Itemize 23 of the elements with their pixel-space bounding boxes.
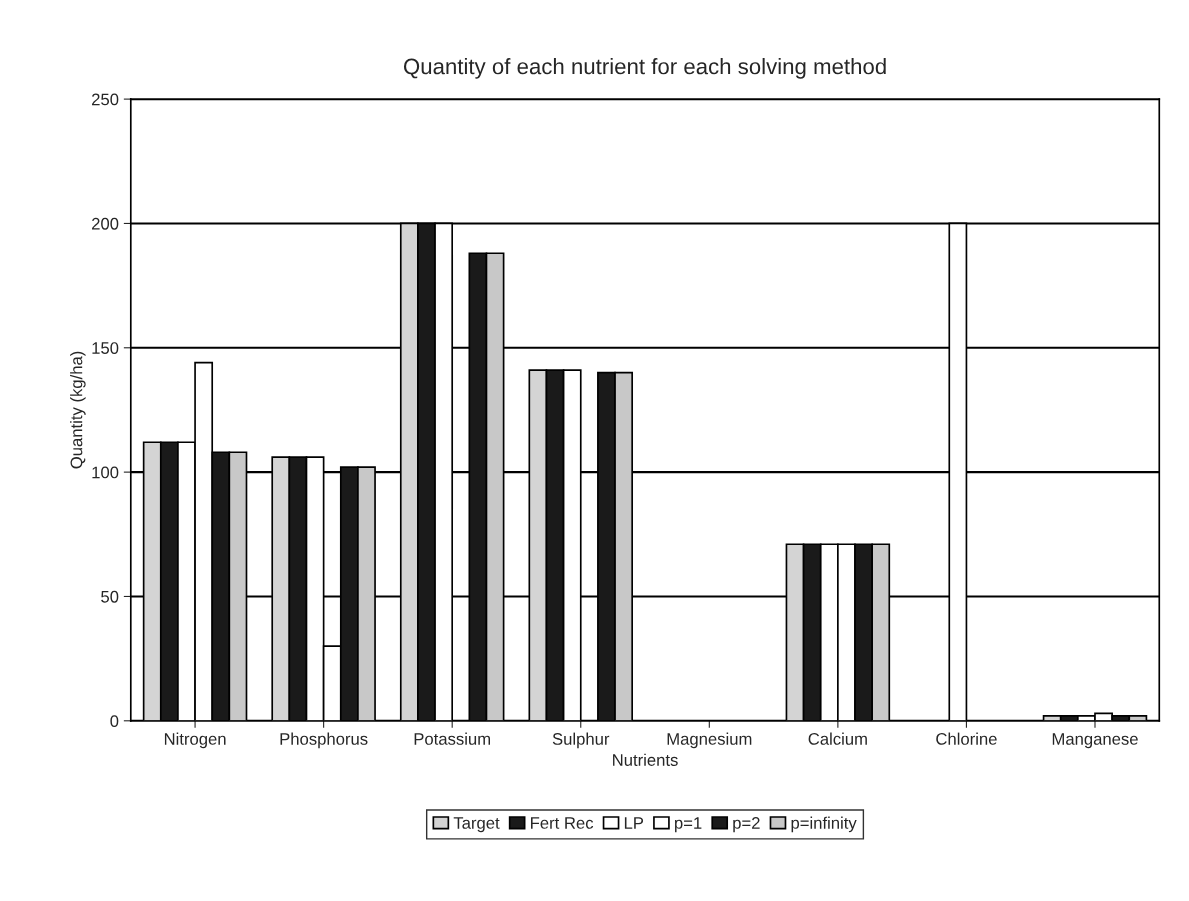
x-tick-label: Manganese — [1052, 733, 1138, 749]
x-tick-label: Magnesium — [667, 732, 752, 749]
legend-label: p=2 — [733, 817, 760, 833]
legend-label: LP — [624, 817, 644, 829]
x-tick-label: Potassium — [414, 732, 490, 745]
x-axis-title: Nutrients — [613, 753, 678, 766]
y-tick-label: 200 — [92, 217, 119, 230]
x-tick-label: Calcium — [808, 732, 867, 745]
y-tick-label: 100 — [92, 466, 119, 479]
y-tick-label: 250 — [92, 93, 119, 106]
x-tick-label: Sulphur — [552, 732, 610, 749]
y-tick-label: 150 — [92, 342, 119, 354]
x-tick-label: Nitrogen — [164, 732, 226, 749]
x-tick-label: Chlorine — [936, 732, 997, 745]
x-tick-label: Phosphorus — [280, 732, 368, 749]
legend-label: p=1 — [675, 817, 702, 833]
y-tick-label: 0 — [110, 715, 119, 727]
y-tick-label: 50 — [101, 590, 119, 603]
y-axis-title: Quantity (kg/ha) — [70, 351, 86, 469]
chart-title: Quantity of each nutrient for each solving method — [403, 58, 886, 79]
legend-label: Target — [453, 817, 500, 833]
legend-label: p=infinity — [791, 816, 857, 833]
legend-label: Fert Rec — [531, 817, 594, 829]
